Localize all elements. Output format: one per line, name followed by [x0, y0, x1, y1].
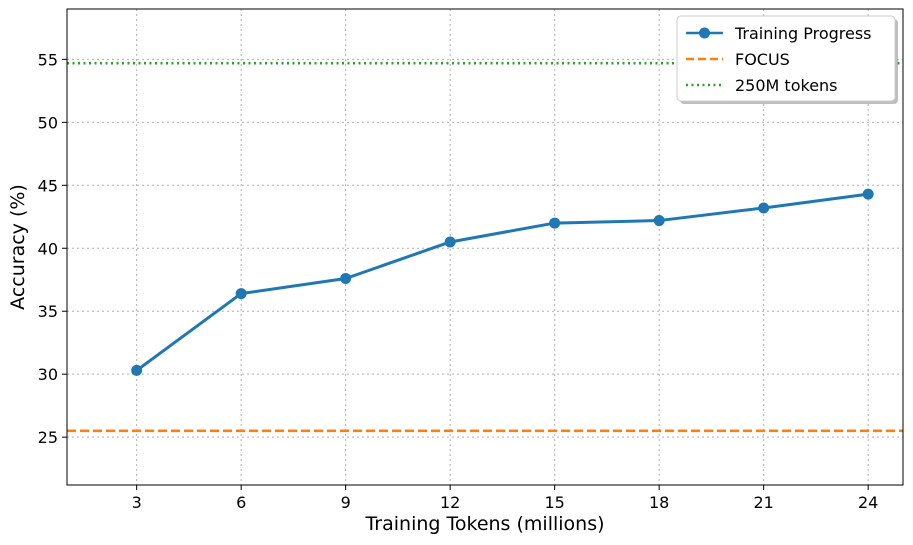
y-tick-label: 40	[38, 239, 58, 258]
reference-lines	[67, 61, 903, 433]
data-point	[653, 215, 665, 227]
y-tick-label: 50	[38, 113, 58, 132]
x-tick-label: 3	[132, 493, 142, 512]
plot-frame	[66, 8, 904, 486]
data-point	[340, 272, 352, 284]
data-point	[235, 288, 247, 300]
legend-label: Training Progress	[734, 24, 872, 43]
y-tick-label: 45	[38, 176, 58, 195]
y-tick-label: 30	[38, 365, 58, 384]
y-axis-label: Accuracy (%)	[7, 184, 29, 310]
legend-marker	[699, 27, 710, 39]
data-point	[862, 188, 874, 200]
series-layer	[131, 188, 874, 376]
y-tick-label: 25	[38, 428, 58, 447]
y-tick-label: 35	[38, 302, 58, 321]
data-point	[444, 236, 456, 248]
data-point	[758, 202, 770, 214]
x-tick-label: 12	[440, 493, 460, 512]
x-tick-label: 21	[753, 493, 773, 512]
series-line	[135, 192, 870, 372]
axis-ticks: 3 6 9 12 15 18 21 24 25 30 35 40 45 50 55	[38, 50, 879, 512]
x-tick-label: 6	[236, 493, 246, 512]
x-axis-label: Training Tokens (millions)	[364, 513, 604, 535]
y-tick-label: 55	[38, 50, 58, 69]
data-point	[549, 217, 561, 229]
legend: Training Progress FOCUS 250M tokens	[676, 15, 898, 104]
x-tick-label: 9	[341, 493, 351, 512]
legend-box	[676, 15, 896, 102]
x-tick-label: 18	[649, 493, 669, 512]
x-tick-label: 15	[544, 493, 564, 512]
legend-label: 250M tokens	[735, 76, 838, 95]
legend-label: FOCUS	[735, 50, 790, 69]
data-point	[131, 364, 143, 376]
x-tick-label: 24	[858, 493, 878, 512]
